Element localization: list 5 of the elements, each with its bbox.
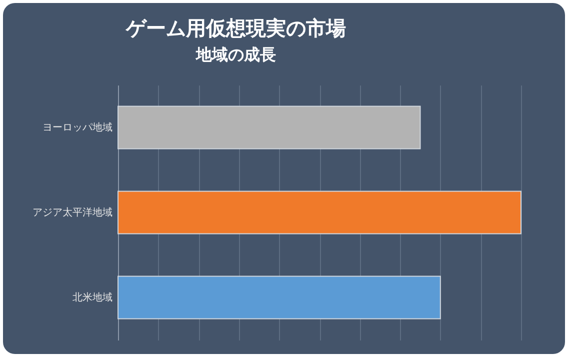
y-tick-label: 北米地域 xyxy=(72,292,112,304)
chart-subtitle: 地域の成長 xyxy=(195,45,276,64)
chart-title: ゲーム用仮想現実の市場 xyxy=(125,16,346,40)
y-tick-label: アジア太平洋地域 xyxy=(32,206,112,218)
y-tick-label: ヨーロッパ地域 xyxy=(42,122,112,134)
